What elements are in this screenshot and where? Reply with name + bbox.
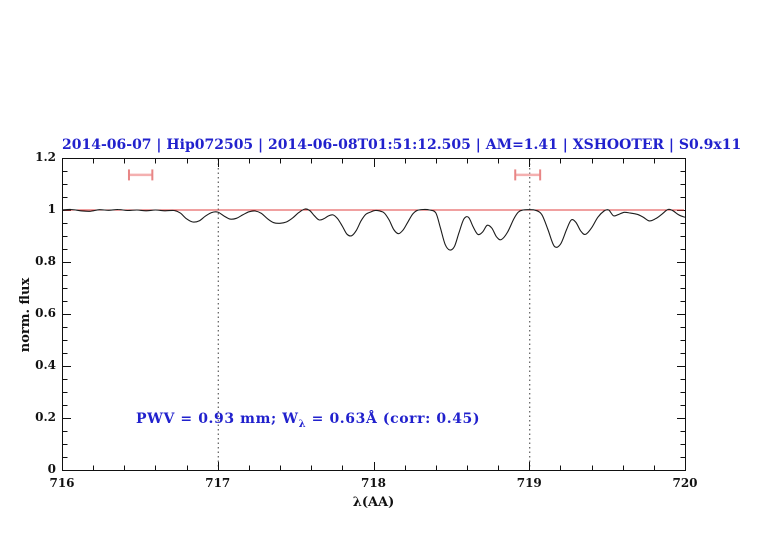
- pwv-annotation-suffix: = 0.63Å (corr: 0.45): [306, 411, 481, 427]
- y-tick-label: 0.4: [35, 358, 56, 372]
- y-tick-label: 1.2: [35, 150, 56, 164]
- x-axis-label: λ(AA): [352, 495, 395, 510]
- y-tick-label: 0.6: [35, 306, 56, 320]
- x-tick-label: 718: [360, 476, 387, 490]
- spectrum-line: [61, 208, 686, 251]
- y-tick-label: 0: [47, 462, 56, 476]
- y-tick-label: 0.8: [35, 254, 56, 268]
- x-tick-label: 720: [672, 476, 698, 490]
- x-tick-label: 717: [205, 476, 231, 490]
- x-tick-label: 716: [49, 476, 75, 490]
- y-tick-label: 1: [47, 202, 56, 216]
- x-tick-label: 719: [516, 476, 542, 490]
- pwv-annotation-prefix: PWV = 0.93 mm; W: [136, 411, 299, 427]
- y-tick-label: 0.2: [35, 410, 56, 424]
- pwv-annotation-subscript: λ: [298, 418, 307, 430]
- pwv-annotation: PWV = 0.93 mm; Wλ = 0.63Å (corr: 0.45): [136, 411, 480, 430]
- axes-box: [62, 158, 686, 471]
- plot-title: 2014-06-07 | Hip072505 | 2014-06-08T01:5…: [62, 137, 742, 153]
